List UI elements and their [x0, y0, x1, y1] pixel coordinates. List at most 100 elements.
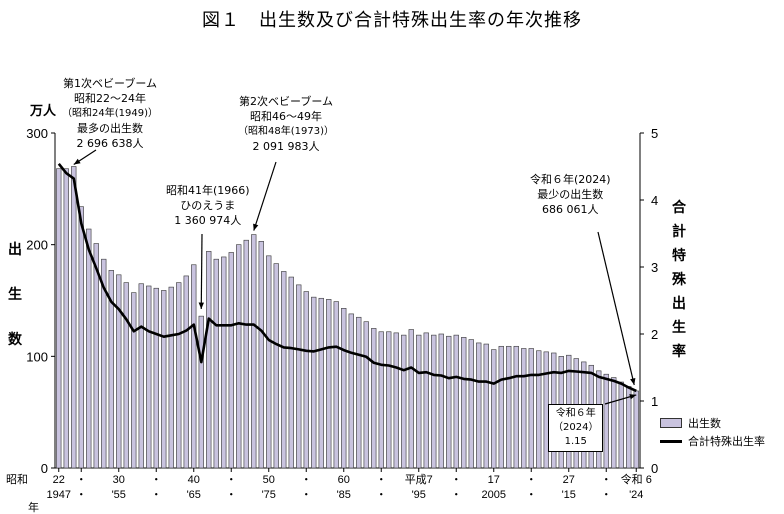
bar-births	[521, 348, 527, 469]
annotation-line: 令和６年(2024)	[530, 173, 611, 186]
x-tick-label-era: 30	[113, 474, 125, 486]
bar-births	[363, 321, 369, 469]
arrow-first-boom-head	[73, 158, 81, 165]
bar-births	[506, 345, 512, 469]
bar-births	[453, 334, 459, 469]
left-axis-tick-label: 200	[26, 238, 48, 253]
bar-births	[236, 244, 242, 469]
bar-births	[123, 282, 129, 469]
right-axis-label-char: 殊	[672, 272, 686, 288]
bar-births	[386, 331, 392, 469]
annotation-second-baby-boom: 第2次ベビーブーム 昭和46～49年 （昭和48年(1973)） 2 091 9…	[238, 94, 334, 154]
bar-births	[348, 313, 354, 469]
annotation-line: 昭和22～24年	[73, 92, 146, 105]
bar-births	[146, 285, 152, 469]
x-tick-label-year: ・	[301, 489, 312, 501]
annotation-first-baby-boom: 第1次ベビーブーム 昭和22～24年 （昭和24年(1949)） 最多の出生数 …	[62, 76, 158, 151]
callout-line: 令和６年	[555, 408, 596, 419]
x-tick-label-era: ・	[301, 474, 312, 486]
bar-births	[191, 264, 197, 469]
bar-births	[333, 301, 339, 469]
bar-births	[303, 291, 309, 469]
bar-births	[273, 263, 279, 469]
right-axis-tick-label: 2	[651, 327, 658, 342]
x-tick-label-era: 50	[263, 474, 275, 486]
x-tick-label-year: '55	[112, 489, 126, 501]
bar-births	[461, 337, 467, 469]
right-axis-label-char: 生	[672, 320, 686, 336]
legend-item-births: 出生数	[660, 414, 765, 432]
bar-births	[281, 271, 287, 469]
legend-line-swatch	[660, 439, 682, 443]
bar-births	[618, 381, 624, 469]
x-tick-label-era: 17	[488, 474, 500, 486]
x-tick-label-era: 令和 6	[621, 472, 652, 486]
bar-births	[393, 332, 399, 469]
x-tick-label-era: ・	[526, 474, 537, 486]
annotation-line: 2 696 638人	[76, 137, 144, 150]
x-tick-label-era: 27	[563, 474, 575, 486]
callout-reiwa6-tfr: 令和６年 （2024） 1.15	[548, 404, 604, 452]
x-tick-label-year: '85	[337, 489, 351, 501]
bar-births	[56, 168, 62, 469]
bar-births	[491, 349, 497, 469]
bar-births	[423, 332, 429, 469]
bar-births	[326, 299, 332, 469]
right-axis-label-char: 合	[672, 200, 686, 216]
bar-births	[341, 308, 347, 469]
legend-item-tfr: 合計特殊出生率	[660, 432, 765, 450]
x-tick-label-era: ・	[376, 474, 387, 486]
right-axis-label: 合 計 特 殊 出 生 率	[670, 198, 688, 366]
x-tick-label-era: ・	[451, 474, 462, 486]
bar-births	[371, 328, 377, 469]
x-tick-label-era: 22	[53, 474, 65, 486]
left-axis-tick-label: 100	[26, 349, 48, 364]
annotation-hinoeuma: 昭和41年(1966) ひのえうま 1 360 974人	[166, 183, 250, 228]
arrow-reiwa6-births	[597, 231, 635, 386]
bar-births	[206, 251, 212, 469]
bar-births	[116, 274, 122, 469]
bar-births	[611, 377, 617, 469]
annotation-line: 第1次ベビーブーム	[62, 77, 157, 90]
bar-births	[401, 334, 407, 469]
bar-births	[86, 228, 92, 469]
right-axis-tick-label: 5	[651, 126, 658, 141]
arrow-reiwa6-births-head	[630, 378, 636, 385]
legend-bar-swatch	[660, 418, 682, 428]
bar-births	[288, 276, 294, 469]
bar-births	[161, 290, 167, 469]
annotation-line: 最多の出生数	[76, 122, 143, 135]
bar-births	[626, 386, 632, 469]
right-axis-tick-label: 4	[651, 193, 658, 208]
arrow-hinoeuma-head	[198, 302, 204, 310]
right-axis-tick-label: 0	[651, 461, 658, 476]
x-tick-label-era: 60	[338, 474, 350, 486]
annotation-line: 第2次ベビーブーム	[238, 95, 333, 108]
bar-births	[498, 345, 504, 469]
x-tick-label-year: ・	[451, 489, 462, 501]
bar-births	[438, 333, 444, 469]
bar-births	[213, 258, 219, 469]
arrow-reiwa6-tfr-head	[629, 394, 637, 400]
bar-births	[251, 234, 257, 469]
bar-births	[228, 252, 234, 469]
bar-births	[71, 166, 77, 469]
bar-births	[431, 334, 437, 469]
x-tick-label-era: 平成7	[405, 473, 433, 486]
left-axis-unit: 万人	[30, 104, 57, 119]
x-tick-label-year: 1947	[47, 489, 71, 501]
bar-births	[408, 329, 414, 469]
annotation-line: （昭和48年(1973)）	[238, 126, 334, 137]
arrow-second-boom	[253, 161, 277, 231]
left-axis-tick-label: 0	[41, 461, 48, 476]
bar-births	[311, 296, 317, 469]
chart-title: 図１ 出生数及び合計特殊出生率の年次推移	[202, 10, 582, 31]
bar-births	[78, 206, 84, 469]
x-tick-label-year: '75	[262, 489, 276, 501]
x-tick-label-year: 2005	[482, 489, 506, 501]
line-tfr	[57, 162, 637, 393]
bar-births	[101, 258, 107, 469]
bar-births	[138, 283, 144, 469]
x-tick-label-year: ・	[526, 489, 537, 501]
annotation-line: 最少の出生数	[537, 188, 604, 201]
